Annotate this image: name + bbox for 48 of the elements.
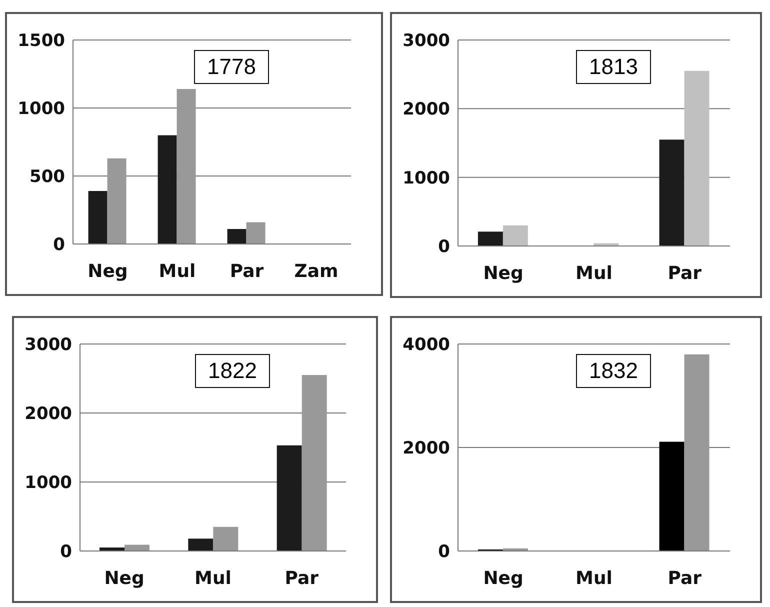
y-tick-label: 3000 <box>402 31 450 52</box>
bar <box>502 225 528 246</box>
y-tick-label: 0 <box>60 542 72 562</box>
x-tick-label: Par <box>668 262 702 284</box>
x-tick-label: Par <box>284 568 319 589</box>
bar <box>227 229 246 244</box>
bar <box>188 538 214 551</box>
y-tick-label: 4000 <box>402 335 450 356</box>
annotation: 1813 <box>576 50 651 84</box>
bar <box>176 88 196 244</box>
bar <box>107 158 126 244</box>
x-tick-label: Par <box>668 568 702 589</box>
x-tick-label: Mul <box>576 568 612 589</box>
annotation: 1832 <box>576 354 651 388</box>
y-tick-label: 1000 <box>402 168 450 188</box>
y-tick-label: 1000 <box>24 473 72 494</box>
x-tick-label: Mul <box>576 262 612 284</box>
y-tick-label: 0 <box>53 235 66 256</box>
annotation: 1822 <box>195 354 270 388</box>
x-tick-label: Neg <box>88 260 128 282</box>
y-tick-label: 0 <box>438 237 450 258</box>
annotation: 1778 <box>194 50 269 84</box>
bar <box>684 70 710 246</box>
bar <box>213 526 238 551</box>
x-tick-label: Zam <box>294 260 338 282</box>
bar <box>478 232 503 246</box>
bar <box>246 222 266 244</box>
y-tick-label: 0 <box>438 542 450 562</box>
x-tick-label: Neg <box>104 568 144 589</box>
bar <box>659 140 684 246</box>
bar <box>659 442 684 551</box>
y-tick-label: 2000 <box>402 100 450 120</box>
bar <box>276 445 302 551</box>
y-tick-label: 2000 <box>402 438 450 459</box>
x-tick-label: Neg <box>483 262 524 284</box>
x-tick-label: Par <box>230 260 264 282</box>
x-tick-label: Mul <box>194 568 232 589</box>
x-tick-label: Neg <box>483 568 524 589</box>
bar <box>684 354 710 551</box>
bar <box>158 135 177 244</box>
y-tick-label: 1500 <box>18 31 66 52</box>
y-tick-label: 2000 <box>24 404 72 424</box>
bar <box>88 190 108 244</box>
y-tick-label: 3000 <box>24 335 72 356</box>
y-tick-label: 500 <box>30 167 66 188</box>
bar <box>302 375 327 551</box>
x-tick-label: Mul <box>158 260 196 282</box>
y-tick-label: 1000 <box>18 99 66 120</box>
